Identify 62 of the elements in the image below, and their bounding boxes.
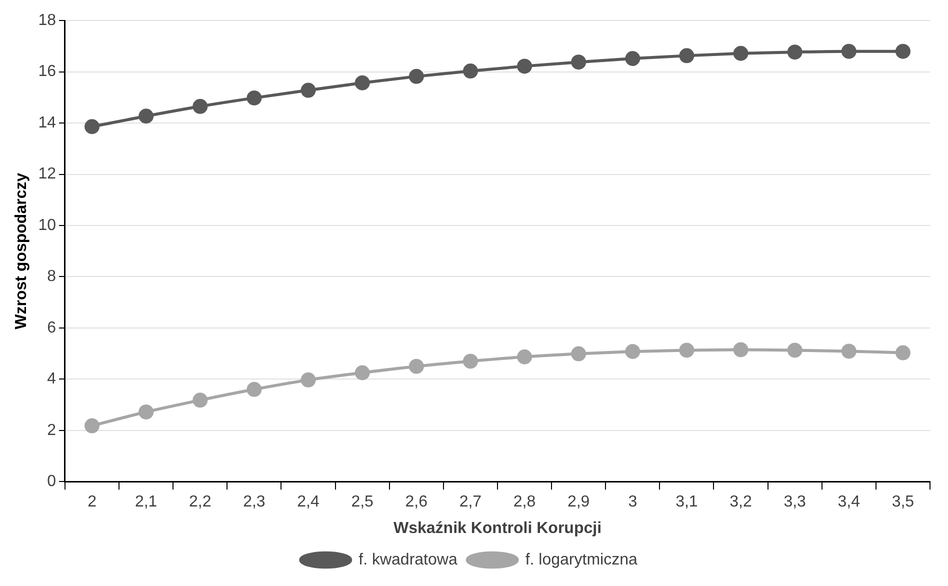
- point: [625, 51, 640, 66]
- x-tick-label: 2: [88, 494, 97, 511]
- point: [787, 342, 802, 358]
- x-tick-label: 2,9: [567, 494, 590, 511]
- point: [733, 46, 748, 61]
- point: [625, 344, 640, 359]
- x-tick-label: 2,6: [405, 494, 428, 511]
- point: [408, 68, 424, 84]
- x-tick-label: 3,4: [838, 494, 860, 511]
- point: [841, 44, 856, 59]
- point: [517, 349, 532, 364]
- point: [246, 382, 262, 397]
- point: [138, 404, 154, 420]
- point: [84, 119, 100, 134]
- point: [787, 44, 802, 60]
- y-tick-label: 12: [38, 166, 56, 183]
- x-tick-label: 2,8: [513, 494, 536, 511]
- legend-label: f. logarytmiczna: [525, 551, 638, 568]
- point: [462, 64, 478, 79]
- y-tick-label: 6: [47, 319, 56, 336]
- point: [895, 44, 910, 59]
- x-tick-label: 2,2: [189, 494, 212, 511]
- x-tick-label: 3,5: [892, 494, 914, 511]
- point: [517, 58, 532, 74]
- x-tick-label: 2,1: [134, 494, 158, 511]
- x-axis-title: Wskaźnik Kontroli Korupcji: [393, 520, 602, 537]
- point: [300, 82, 316, 98]
- point: [138, 108, 154, 124]
- point: [84, 418, 100, 434]
- x-tick-label: 2,3: [243, 494, 266, 511]
- point: [895, 345, 910, 360]
- point: [733, 342, 748, 358]
- y-tick-label: 16: [38, 63, 56, 80]
- point: [571, 346, 586, 362]
- y-tick-label: 10: [38, 216, 56, 234]
- y-tick-label: 4: [47, 370, 56, 388]
- x-tick-label: 2,5: [351, 494, 374, 511]
- y-tick-label: 2: [47, 422, 56, 439]
- x-tick-label: 3: [628, 494, 638, 511]
- x-tick-label: 3,1: [676, 494, 698, 511]
- point: [192, 392, 208, 408]
- point: [300, 372, 316, 388]
- point: [679, 342, 694, 358]
- point: [354, 365, 370, 380]
- x-tick-label: 2,7: [459, 494, 482, 511]
- y-tick-label: 8: [47, 268, 56, 286]
- y-axis-title: Wzrost gospodarczy: [13, 172, 30, 330]
- x-tick-label: 2,4: [297, 494, 320, 511]
- point: [192, 98, 208, 114]
- y-tick-label: 14: [38, 114, 56, 132]
- legend-label: f. kwadratowa: [358, 551, 458, 568]
- y-tick-label: 18: [38, 12, 56, 30]
- point: [679, 48, 694, 64]
- point: [408, 358, 424, 374]
- x-tick-label: 3,3: [784, 494, 806, 511]
- y-tick-label: 0: [47, 473, 56, 490]
- x-tick-label: 3,2: [730, 494, 752, 511]
- point: [462, 354, 478, 369]
- point: [571, 54, 586, 70]
- point: [246, 90, 262, 106]
- point: [354, 75, 370, 90]
- point: [841, 344, 856, 359]
